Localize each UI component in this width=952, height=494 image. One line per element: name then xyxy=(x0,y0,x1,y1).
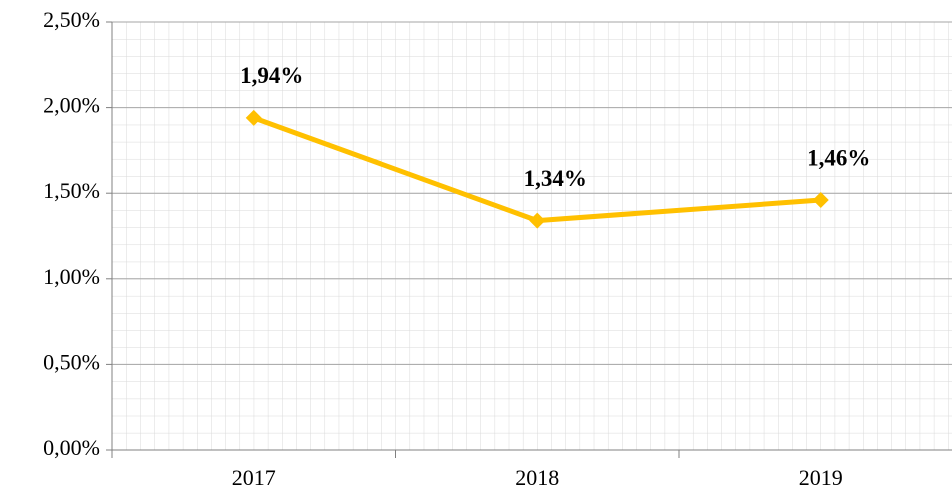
x-tick-label: 2018 xyxy=(515,465,559,490)
data-label: 1,46% xyxy=(807,145,870,170)
y-tick-label: 0,00% xyxy=(43,435,100,460)
y-tick-label: 1,50% xyxy=(43,178,100,203)
y-tick-label: 0,50% xyxy=(43,349,100,374)
marker xyxy=(245,109,262,126)
y-tick-label: 1,00% xyxy=(43,264,100,289)
marker xyxy=(529,212,546,229)
y-tick-label: 2,00% xyxy=(43,93,100,118)
data-label: 1,94% xyxy=(240,63,303,88)
x-tick-label: 2017 xyxy=(232,465,276,490)
minor-grid xyxy=(112,22,952,450)
data-label: 1,34% xyxy=(524,166,587,191)
marker xyxy=(812,192,829,209)
y-tick-label: 2,50% xyxy=(43,7,100,32)
x-tick-label: 2019 xyxy=(799,465,843,490)
